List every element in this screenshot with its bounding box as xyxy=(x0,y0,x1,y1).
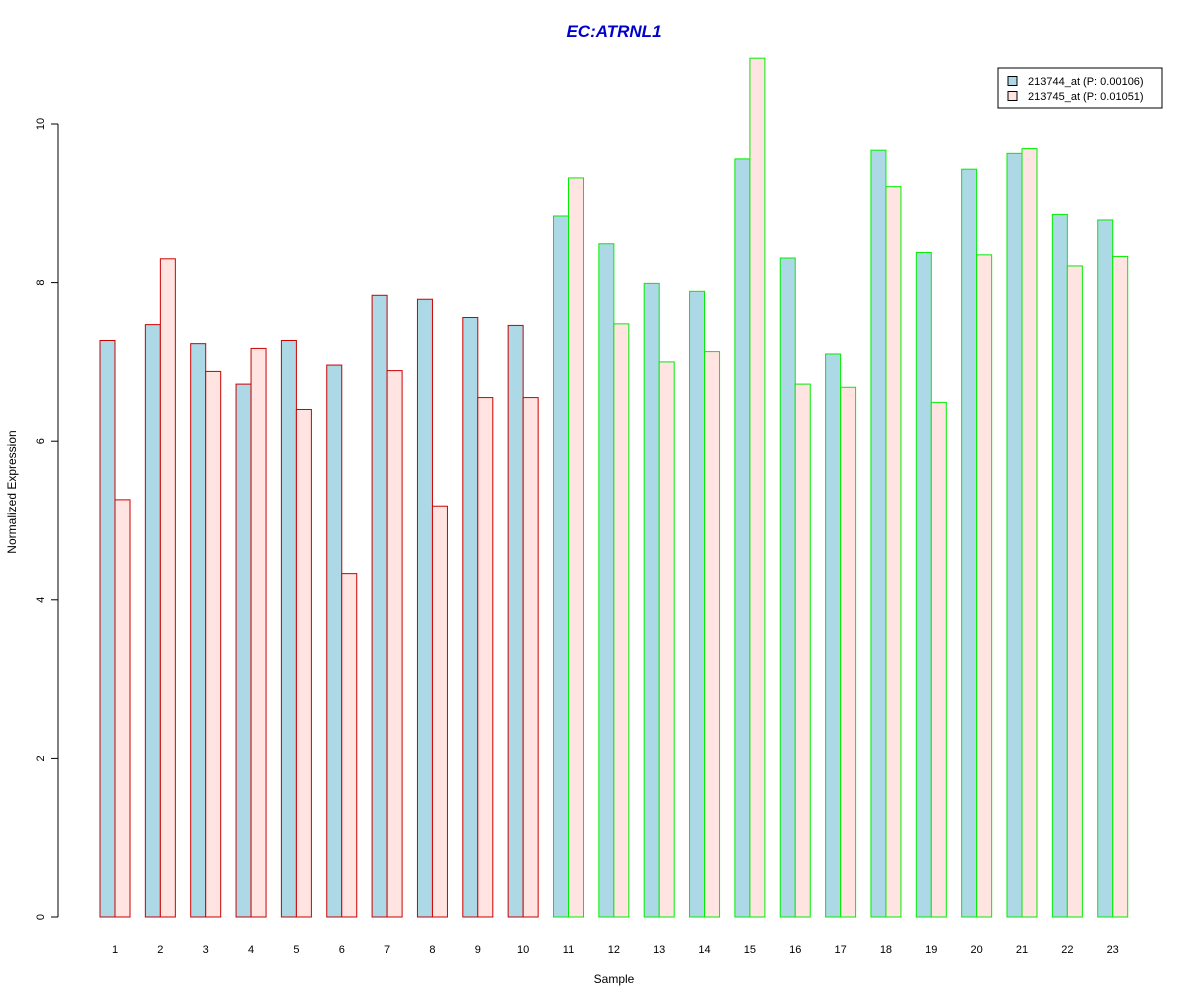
bar-sample-17-series-2 xyxy=(840,386,857,918)
x-tick-label: 10 xyxy=(517,944,529,956)
bar-sample-5-series-1 xyxy=(280,339,297,918)
x-tick-label: 20 xyxy=(971,944,983,956)
x-tick-label: 13 xyxy=(653,944,665,956)
bars xyxy=(99,57,1129,918)
bar-sample-4-series-2 xyxy=(250,347,267,918)
x-axis-label: Sample xyxy=(594,972,635,986)
bar-sample-7-series-1 xyxy=(371,294,388,918)
x-tick-label: 3 xyxy=(203,944,209,956)
bar-sample-7-series-2 xyxy=(386,370,403,918)
bar-sample-9-series-2 xyxy=(477,397,494,918)
x-tick-label: 14 xyxy=(698,944,710,956)
bar-sample-17-series-1 xyxy=(825,353,842,918)
bar-sample-2-series-1 xyxy=(144,324,161,918)
bar-sample-21-series-2 xyxy=(1021,148,1038,918)
bar-sample-6-series-1 xyxy=(326,364,343,918)
x-tick-label: 22 xyxy=(1061,944,1073,956)
x-tick-labels: 1 2 3 4 5 6 7 8 9 10 11 12 13 14 15 16 17 18 19 20 21 22 23 xyxy=(112,944,1119,956)
bar-sample-14-series-1 xyxy=(689,290,706,918)
bar-sample-1-series-1 xyxy=(99,339,116,918)
x-tick-label: 1 xyxy=(112,944,118,956)
x-tick-label: 12 xyxy=(608,944,620,956)
bar-sample-13-series-2 xyxy=(658,361,675,918)
legend-box xyxy=(997,67,1163,109)
y-tick-label: 4 xyxy=(35,597,47,603)
x-tick-label: 17 xyxy=(834,944,846,956)
y-axis-label: Normalized Expression xyxy=(5,430,19,553)
bar-sample-16-series-2 xyxy=(794,383,811,918)
bar-sample-4-series-1 xyxy=(235,383,252,918)
x-tick-label: 4 xyxy=(248,944,254,956)
bar-sample-19-series-2 xyxy=(930,401,947,918)
x-tick-label: 21 xyxy=(1016,944,1028,956)
bar-sample-8-series-1 xyxy=(416,298,433,918)
y-tick-label: 10 xyxy=(35,118,47,130)
bar-sample-20-series-1 xyxy=(961,168,978,918)
bar-sample-11-series-2 xyxy=(568,177,584,918)
bar-sample-12-series-1 xyxy=(598,243,615,918)
y-tick-label: 0 xyxy=(35,914,47,920)
x-tick-label: 23 xyxy=(1107,944,1119,956)
bar-sample-22-series-1 xyxy=(1051,213,1068,918)
x-tick-label: 11 xyxy=(563,944,574,956)
bar-sample-19-series-1 xyxy=(915,251,932,918)
y-tick-label: 8 xyxy=(35,280,47,286)
legend-swatch xyxy=(1007,91,1018,101)
bar-sample-14-series-2 xyxy=(704,351,721,918)
bar-sample-9-series-1 xyxy=(462,316,479,918)
bar-sample-2-series-2 xyxy=(159,258,176,918)
x-tick-label: 6 xyxy=(339,944,345,956)
bar-sample-23-series-2 xyxy=(1112,255,1129,918)
bar-sample-3-series-1 xyxy=(190,343,207,918)
x-tick-label: 16 xyxy=(789,944,801,956)
y-axis: 0 2 4 6 8 10 xyxy=(35,118,59,920)
chart-title: EC:ATRNL1 xyxy=(566,22,661,41)
bar-sample-6-series-2 xyxy=(341,573,358,918)
bar-sample-21-series-1 xyxy=(1006,152,1023,918)
bar-sample-5-series-2 xyxy=(295,408,312,918)
bar-sample-3-series-2 xyxy=(205,370,222,918)
bar-sample-8-series-2 xyxy=(431,505,448,918)
x-tick-label: 18 xyxy=(880,944,892,956)
bar-sample-10-series-2 xyxy=(522,397,539,918)
x-tick-label: 2 xyxy=(157,944,163,956)
legend: 213744_at (P: 0.00106) 213745_at (P: 0.01… xyxy=(997,67,1163,109)
bar-sample-20-series-2 xyxy=(976,254,993,918)
y-tick-label: 2 xyxy=(35,755,47,761)
bar-sample-16-series-1 xyxy=(779,257,796,918)
bar-sample-13-series-1 xyxy=(643,282,660,918)
bar-sample-10-series-1 xyxy=(507,324,524,918)
bar-sample-15-series-2 xyxy=(749,57,766,918)
bar-sample-18-series-2 xyxy=(885,186,902,918)
bar-sample-23-series-1 xyxy=(1097,219,1114,918)
y-tick-label: 6 xyxy=(35,438,47,444)
x-tick-label: 5 xyxy=(293,944,299,956)
bar-sample-12-series-2 xyxy=(613,323,630,918)
bar-sample-22-series-2 xyxy=(1066,265,1083,918)
bar-sample-11-series-1 xyxy=(553,215,569,918)
legend-label: 213744_at (P: 0.00106) xyxy=(1028,76,1144,88)
bar-sample-1-series-2 xyxy=(114,499,131,918)
legend-swatch xyxy=(1007,76,1018,86)
x-tick-label: 19 xyxy=(925,944,937,956)
bar-sample-18-series-1 xyxy=(870,149,887,918)
x-tick-label: 7 xyxy=(384,944,390,956)
x-tick-label: 8 xyxy=(429,944,435,956)
bar-sample-15-series-1 xyxy=(734,158,751,918)
x-tick-label: 15 xyxy=(744,944,756,956)
legend-label: 213745_at (P: 0.01051) xyxy=(1028,91,1144,103)
x-tick-label: 9 xyxy=(475,944,481,956)
